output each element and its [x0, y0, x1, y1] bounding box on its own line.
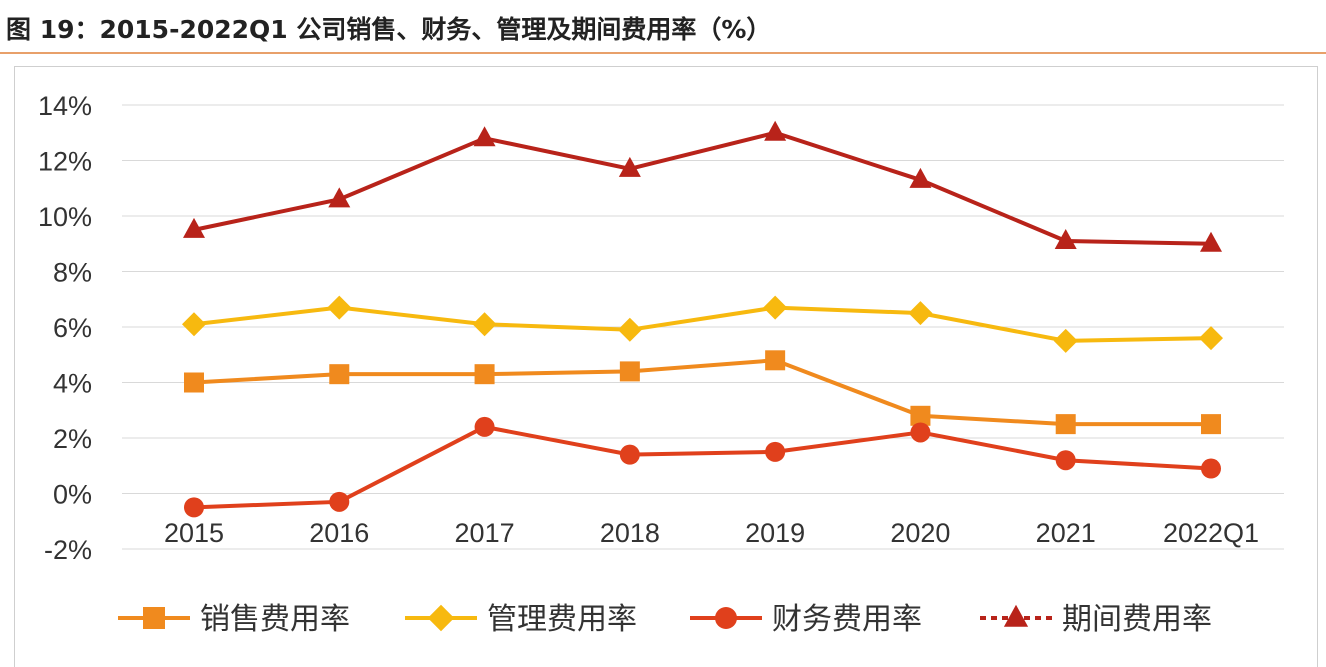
legend-label: 期间费用率 [1062, 602, 1212, 637]
y-tick-label: 10% [38, 202, 92, 232]
data-point [618, 156, 641, 177]
title-underline [0, 52, 1326, 54]
data-point [1200, 231, 1222, 252]
data-point [909, 167, 932, 188]
data-point [184, 372, 204, 393]
data-point [908, 301, 933, 326]
data-point [910, 422, 931, 443]
data-point [327, 295, 352, 320]
x-tick-label: 2015 [164, 518, 224, 548]
y-tick-label: 0% [53, 480, 92, 510]
data-point [474, 364, 495, 385]
x-tick-label: 2018 [600, 518, 660, 548]
data-point [910, 405, 931, 426]
data-point [763, 295, 788, 320]
legend-marker [143, 607, 165, 629]
data-point [1055, 450, 1076, 471]
legend-marker [1003, 604, 1029, 627]
legend-marker [715, 607, 737, 629]
data-point [184, 497, 204, 518]
data-point [474, 416, 495, 437]
data-point [764, 120, 787, 141]
data-point [472, 312, 497, 337]
y-tick-label: 12% [38, 147, 92, 177]
data-point [1201, 414, 1221, 435]
legend-label: 管理费用率 [487, 602, 637, 637]
data-point [1199, 326, 1223, 351]
y-tick-label: 2% [53, 424, 92, 454]
data-point [1054, 228, 1077, 249]
data-point [765, 350, 786, 371]
data-point [473, 126, 496, 147]
x-tick-label: 2019 [745, 518, 805, 548]
data-point [328, 187, 351, 208]
x-tick-label: 2017 [455, 518, 515, 548]
legend-label: 销售费用率 [200, 602, 350, 637]
y-tick-label: 14% [38, 91, 92, 121]
series-line-1 [193, 305, 1212, 343]
y-tick-label: 4% [53, 369, 92, 399]
figure-title: 图 19：2015-2022Q1 公司销售、财务、管理及期间费用率（%） [6, 15, 772, 44]
y-tick-label: 6% [53, 313, 92, 343]
x-tick-label: 2016 [309, 518, 369, 548]
x-tick-label: 2021 [1036, 518, 1096, 548]
data-point [1201, 458, 1221, 479]
legend-marker [427, 604, 455, 632]
data-point [183, 217, 205, 238]
data-point [1053, 328, 1078, 353]
series-line-3 [193, 130, 1212, 246]
data-point [1055, 414, 1076, 435]
series-line-0 [193, 358, 1211, 427]
legend-label: 财务费用率 [772, 602, 922, 637]
y-tick-label: -2% [44, 535, 92, 565]
data-point [617, 317, 642, 342]
chart-frame [14, 66, 1318, 667]
x-tick-label: 2022Q1 [1163, 518, 1259, 548]
data-point [329, 364, 350, 385]
y-tick-label: 8% [53, 258, 92, 288]
data-point [619, 444, 640, 465]
data-point [619, 361, 640, 382]
x-tick-label: 2020 [890, 518, 950, 548]
data-point [182, 312, 206, 337]
data-point [329, 491, 350, 512]
series-line-2 [193, 424, 1212, 510]
data-point [765, 441, 786, 462]
